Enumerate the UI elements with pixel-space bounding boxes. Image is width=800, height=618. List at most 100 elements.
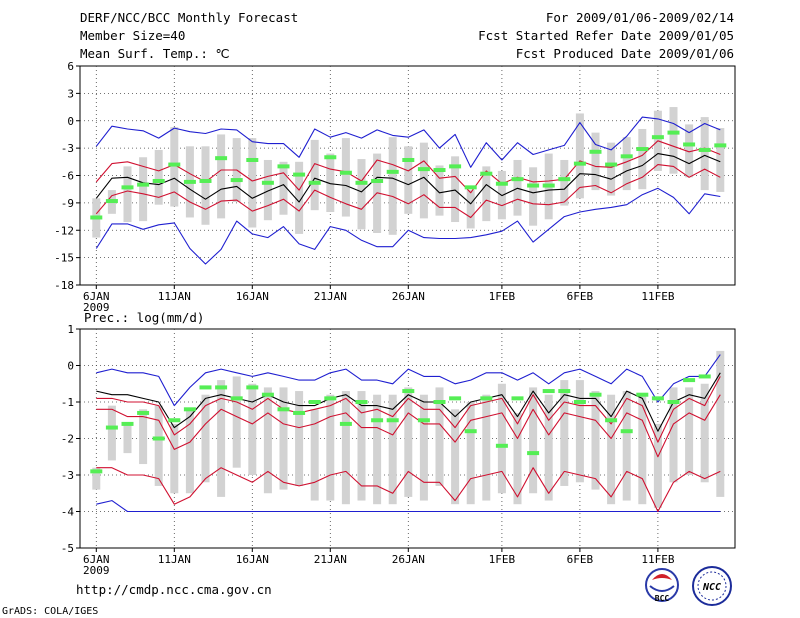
forecast-marker	[121, 421, 134, 426]
spread-box	[638, 128, 647, 190]
forecast-marker	[386, 169, 399, 174]
spread-box	[435, 387, 444, 486]
y-tick-label: -1	[61, 396, 74, 409]
forecast-marker	[371, 178, 384, 183]
spread-box	[451, 156, 460, 223]
ncc-logo-text: NCC	[702, 582, 721, 593]
x-tick-label: 1FEB	[489, 290, 516, 303]
spread-box	[716, 350, 725, 497]
ensemble-mean-line	[96, 372, 721, 432]
spread-box	[154, 405, 163, 486]
forecast-marker	[449, 396, 462, 401]
spread-box	[560, 159, 569, 206]
forecast-marker	[417, 418, 430, 423]
forecast-marker	[651, 396, 664, 401]
bcc-logo: BCC	[645, 568, 679, 603]
forecast-marker	[433, 168, 446, 173]
spread-box	[123, 423, 132, 454]
ncc-logo: NCC	[692, 566, 732, 606]
x-tick-label: 16JAN	[236, 290, 269, 303]
spread-box	[638, 394, 647, 505]
forecast-marker	[683, 378, 696, 383]
y-tick-label: -18	[54, 279, 74, 292]
forecast-marker	[324, 396, 337, 401]
spread-box	[217, 134, 226, 219]
x-tick-label: 6FEB	[567, 553, 594, 566]
period-label: For 2009/01/06-2009/02/14	[546, 10, 734, 25]
spread-box	[263, 387, 272, 494]
spread-box	[341, 138, 350, 217]
forecast-marker	[558, 389, 571, 394]
forecast-marker	[90, 215, 103, 220]
ensemble-mean-line	[95, 153, 721, 205]
spread-box	[560, 380, 569, 486]
spread-box	[482, 394, 491, 501]
spread-box	[700, 383, 709, 483]
spread-box	[544, 394, 553, 501]
spread-box	[217, 380, 226, 497]
forecast-marker	[90, 469, 103, 474]
forecast-marker	[230, 396, 243, 401]
spread-box	[529, 167, 538, 226]
forecast-marker	[589, 392, 602, 397]
forecast-marker	[137, 182, 150, 187]
forecast-marker	[246, 385, 259, 390]
spread-box	[591, 132, 600, 191]
forecast-marker	[667, 400, 680, 404]
spread-box	[607, 394, 616, 505]
spread-box	[419, 142, 428, 219]
forecast-marker	[371, 418, 384, 423]
forecast-marker	[293, 172, 306, 177]
forecast-marker	[589, 149, 602, 154]
forecast-marker	[215, 385, 228, 390]
x-tick-label: 6JAN	[83, 553, 110, 566]
forecast-marker	[511, 177, 524, 182]
lower-quartile-line	[95, 164, 721, 219]
spread-box	[123, 166, 132, 223]
forecast-marker	[152, 436, 165, 441]
spread-box	[466, 190, 475, 229]
spread-box	[529, 387, 538, 494]
y-tick-label: 1	[67, 323, 74, 336]
spread-box	[310, 139, 319, 211]
upper-quartile-line	[96, 376, 721, 443]
y-tick-label: -3	[61, 142, 74, 155]
spread-box	[341, 391, 350, 505]
source-url: http://cmdp.ncc.cma.gov.cn	[76, 582, 272, 597]
forecast-marker	[215, 156, 228, 161]
spread-box	[622, 391, 631, 501]
spread-box	[201, 146, 210, 225]
y-tick-label: -15	[54, 252, 74, 265]
spread-box	[92, 467, 101, 490]
y-tick-label: -5	[61, 542, 74, 555]
forecast-marker	[433, 400, 446, 404]
forecast-marker	[605, 418, 618, 423]
x-tick-label: 21JAN	[314, 290, 347, 303]
x-tick-label: 6FEB	[567, 290, 594, 303]
forecast-marker	[698, 147, 711, 152]
forecast-marker	[277, 164, 290, 169]
forecast-marker	[168, 418, 181, 423]
spread-box	[716, 128, 725, 192]
y-tick-label: -2	[61, 433, 74, 446]
forecast-marker	[324, 155, 337, 160]
forecast-marker	[511, 396, 524, 401]
y-tick-label: 6	[67, 60, 74, 73]
forecast-marker	[121, 185, 134, 190]
spread-box	[357, 391, 366, 501]
forecast-marker	[714, 143, 727, 148]
y-tick-label: 0	[67, 360, 74, 373]
floor-line	[96, 500, 721, 513]
spread-box	[685, 387, 694, 475]
spread-box	[622, 137, 631, 191]
max-envelope-line	[96, 354, 721, 407]
forecast-marker	[417, 167, 430, 172]
x-tick-label: 26JAN	[392, 290, 425, 303]
forecast-marker	[636, 147, 649, 152]
spread-box	[575, 113, 584, 199]
spread-box	[435, 165, 444, 216]
variable-label: Mean Surf. Temp.: ℃	[80, 46, 230, 61]
y-tick-label: 3	[67, 87, 74, 100]
produced-date-label: Fcst Produced Date 2009/01/06	[516, 46, 734, 61]
